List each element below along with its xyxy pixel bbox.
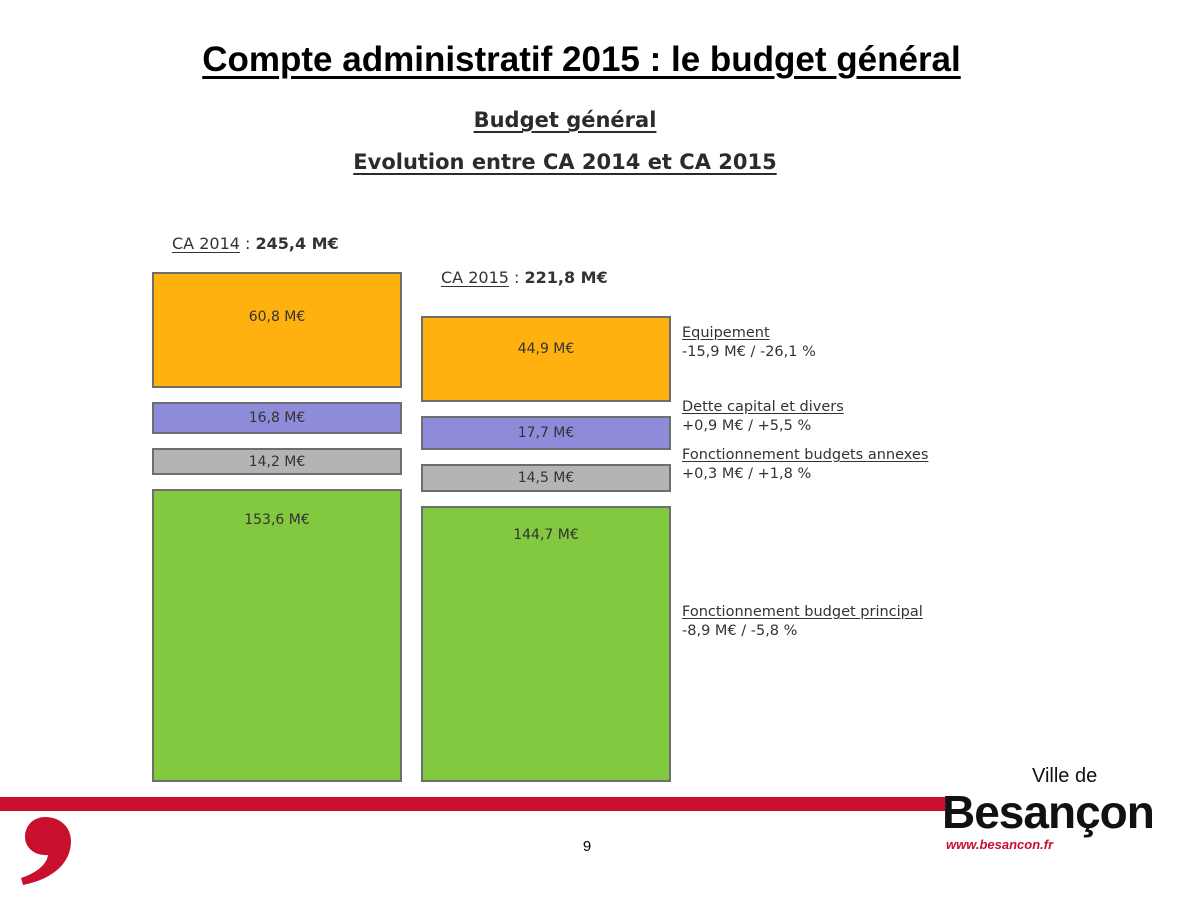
page-number: 9: [582, 838, 592, 855]
bar-dette-ca2014: 16,8 M€: [152, 402, 402, 434]
bar-value-label: 17,7 M€: [517, 425, 575, 441]
legend-change: -15,9 M€ / -26,1 %: [682, 344, 816, 360]
bar-budget-principal-ca2014: 153,6 M€: [152, 489, 402, 782]
column-label: CA 2015: [441, 268, 509, 287]
logo-ville: Ville de: [1032, 765, 1098, 787]
column-header-ca2014: CA 2014 : 245,4 M€: [172, 234, 339, 253]
legend-item-dette: Dette capital et divers +0,9 M€ / +5,5 %: [682, 398, 844, 436]
slide-title: Compte administratif 2015 : le budget gé…: [202, 40, 961, 79]
bar-equipement-ca2015: 44,9 M€: [421, 316, 671, 402]
legend-name: Fonctionnement budget principal: [682, 604, 923, 620]
legend-name: Fonctionnement budgets annexes: [682, 447, 929, 463]
bar-value-label: 153,6 M€: [244, 511, 310, 528]
ville-de-besancon-logo: Ville de Besançon www.besancon.fr: [940, 765, 1155, 855]
logo-url: www.besancon.fr: [946, 837, 1054, 852]
chart-subtitle: Evolution entre CA 2014 et CA 2015: [353, 150, 777, 174]
legend-change: +0,9 M€ / +5,5 %: [682, 418, 812, 434]
legend-item-budget-principal: Fonctionnement budget principal -8,9 M€ …: [682, 603, 923, 641]
bar-dette-ca2015: 17,7 M€: [421, 416, 671, 450]
bar-value-label: 14,2 M€: [248, 453, 306, 470]
legend-item-budgets-annexes: Fonctionnement budgets annexes +0,3 M€ /…: [682, 446, 928, 484]
bar-equipement-ca2014: 60,8 M€: [152, 272, 402, 388]
column-total: 245,4 M€: [255, 234, 339, 253]
legend-name: Dette capital et divers: [682, 399, 844, 415]
bar-value-label: 16,8 M€: [248, 410, 306, 426]
footer-red-band: [0, 797, 945, 811]
legend-change: -8,9 M€ / -5,8 %: [682, 623, 798, 639]
legend-change: +0,3 M€ / +1,8 %: [682, 466, 812, 482]
chart-title: Budget général: [473, 108, 657, 132]
bar-budget-principal-ca2015: 144,7 M€: [421, 506, 671, 782]
column-header-ca2015: CA 2015 : 221,8 M€: [441, 268, 608, 287]
bar-value-label: 144,7 M€: [513, 527, 579, 544]
bar-value-label: 14,5 M€: [517, 470, 575, 486]
bar-budgets-annexes-ca2014: 14,2 M€: [152, 448, 402, 475]
column-total: 221,8 M€: [524, 268, 608, 287]
legend-item-equipement: Equipement -15,9 M€ / -26,1 %: [682, 324, 816, 362]
column-label: CA 2014: [172, 234, 240, 253]
besancon-comma-icon: [21, 817, 71, 885]
logo-name: Besançon: [942, 786, 1155, 838]
bar-value-label: 60,8 M€: [248, 308, 306, 325]
bar-budgets-annexes-ca2015: 14,5 M€: [421, 464, 671, 492]
bar-value-label: 44,9 M€: [517, 341, 575, 358]
legend-name: Equipement: [682, 325, 770, 341]
